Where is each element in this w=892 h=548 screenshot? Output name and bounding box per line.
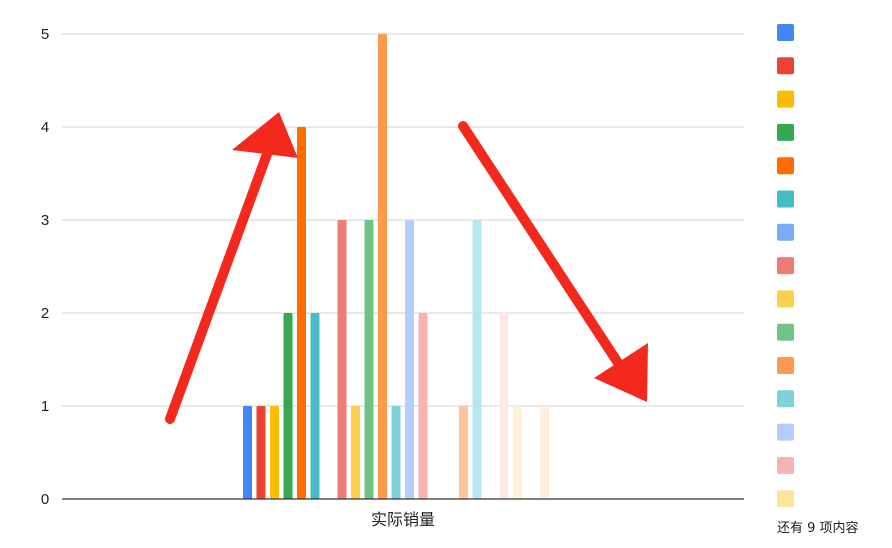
up-right-arrow (165, 112, 298, 424)
legend-more-link[interactable]: 还有 9 项内容 (777, 520, 859, 536)
bar-series-13[interactable] (405, 220, 414, 499)
legend-swatch-4[interactable] (777, 123, 794, 141)
bar-series-6[interactable] (310, 313, 320, 499)
y-tick-label: 0 (41, 491, 49, 508)
legend-swatch-11[interactable] (777, 357, 794, 374)
y-tick-label: 3 (41, 212, 49, 229)
bar-series-4[interactable] (283, 313, 293, 499)
bars (243, 34, 549, 499)
bar-series-8[interactable] (337, 220, 347, 499)
y-tick-label: 5 (41, 26, 49, 43)
legend-swatch-9[interactable] (777, 290, 794, 308)
bar-series-3[interactable] (270, 406, 279, 499)
y-tick-label: 2 (41, 305, 49, 322)
bar-series-14[interactable] (418, 313, 428, 499)
legend-swatch-8[interactable] (777, 257, 794, 275)
bar-series-18[interactable] (472, 220, 482, 499)
legend-swatch-5[interactable] (777, 157, 794, 175)
bar-series-5[interactable] (297, 127, 306, 499)
y-tick-label: 4 (41, 119, 49, 136)
bar-series-23[interactable] (540, 406, 549, 499)
legend-swatch-10[interactable] (777, 323, 794, 341)
legend-swatch-3[interactable] (777, 90, 794, 108)
down-right-arrow (458, 121, 648, 402)
y-tick-label: 1 (41, 398, 49, 415)
bar-series-11[interactable] (378, 34, 387, 499)
legend-swatch-13[interactable] (777, 423, 794, 441)
legend-swatch-2[interactable] (777, 57, 794, 75)
bar-series-20[interactable] (499, 313, 509, 499)
legend-swatch-12[interactable] (777, 390, 794, 408)
x-axis-label: 实际销量 (371, 510, 435, 529)
gridlines (62, 33, 744, 407)
bar-series-12[interactable] (391, 406, 401, 499)
legend-swatch-1[interactable] (777, 24, 794, 41)
legend-swatch-7[interactable] (777, 223, 794, 241)
legend-swatch-15[interactable] (777, 490, 794, 508)
legend-swatch-6[interactable] (777, 190, 794, 208)
legend (777, 24, 794, 508)
bar-series-10[interactable] (364, 220, 374, 499)
bar-series-9[interactable] (351, 406, 360, 499)
bar-series-17[interactable] (459, 406, 468, 499)
y-axis-ticks: 0 1 2 3 4 5 (41, 26, 49, 508)
bar-series-2[interactable] (256, 406, 266, 499)
bar-series-21[interactable] (513, 406, 522, 499)
legend-swatch-14[interactable] (777, 456, 794, 474)
bar-series-1[interactable] (243, 406, 252, 499)
